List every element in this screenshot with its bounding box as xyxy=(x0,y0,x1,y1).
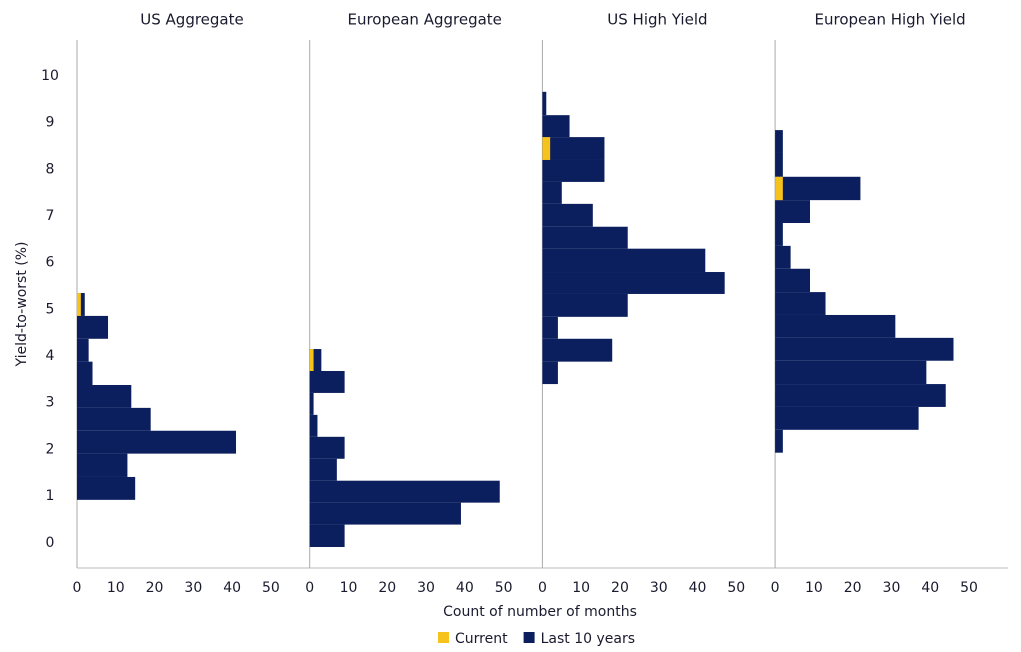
y-tick-label: 6 xyxy=(46,255,55,271)
y-tick-label: 2 xyxy=(46,441,55,457)
history-bar xyxy=(542,159,605,182)
x-tick-label: 40 xyxy=(456,580,474,596)
y-tick-label: 3 xyxy=(46,395,55,411)
x-tick-label: 30 xyxy=(650,580,668,596)
x-tick-label: 50 xyxy=(960,580,978,596)
history-bar xyxy=(542,293,628,317)
history-bar xyxy=(77,476,136,500)
x-tick-label: 10 xyxy=(805,580,823,596)
x-tick-label: 0 xyxy=(305,580,314,596)
history-bar xyxy=(775,223,783,246)
history-bar xyxy=(775,245,791,269)
history-bar xyxy=(542,361,558,385)
history-bar xyxy=(309,370,345,393)
x-tick-label: 50 xyxy=(262,580,280,596)
x-tick-label: 20 xyxy=(146,580,164,596)
history-bar xyxy=(775,176,861,201)
x-tick-label: 20 xyxy=(378,580,396,596)
y-tick-label: 5 xyxy=(46,301,55,317)
history-bar xyxy=(309,502,461,525)
history-bar xyxy=(77,361,93,385)
y-tick-label: 0 xyxy=(46,535,55,551)
history-bar xyxy=(542,203,593,227)
history-bar xyxy=(542,248,706,273)
x-tick-label: 0 xyxy=(73,580,82,596)
current-bar xyxy=(775,176,783,201)
history-bar xyxy=(542,272,725,294)
history-bar xyxy=(542,137,605,160)
history-bar xyxy=(775,429,783,453)
history-bar xyxy=(309,349,322,371)
x-tick-label: 10 xyxy=(572,580,590,596)
x-tick-label: 10 xyxy=(340,580,358,596)
x-tick-label: 30 xyxy=(883,580,901,596)
history-bar xyxy=(77,338,89,362)
x-tick-label: 0 xyxy=(538,580,547,596)
x-tick-label: 20 xyxy=(844,580,862,596)
x-tick-label: 50 xyxy=(727,580,745,596)
history-bar xyxy=(775,406,919,430)
history-bar xyxy=(309,458,337,481)
history-bar xyxy=(309,524,345,547)
legend-label: Current xyxy=(455,631,508,647)
history-bar xyxy=(775,314,896,338)
history-bar xyxy=(77,384,132,408)
history-bar xyxy=(542,226,628,249)
history-bar xyxy=(775,200,811,224)
history-bar xyxy=(775,337,954,361)
panel-title: European High Yield xyxy=(815,11,966,29)
history-bar xyxy=(542,91,547,116)
history-bar xyxy=(309,392,314,415)
current-bar xyxy=(309,349,314,371)
history-bar xyxy=(542,338,613,362)
current-bar xyxy=(542,137,551,160)
x-tick-label: 50 xyxy=(495,580,513,596)
history-bar xyxy=(309,414,318,437)
history-bar xyxy=(77,430,237,454)
history-bar xyxy=(775,292,826,315)
panel-title: European Aggregate xyxy=(347,11,501,29)
x-tick-label: 40 xyxy=(223,580,241,596)
legend-swatch xyxy=(438,632,449,643)
history-bar xyxy=(775,268,811,293)
y-axis-label: Yield-to-worst (%) xyxy=(14,242,30,368)
x-tick-label: 10 xyxy=(107,580,125,596)
panel-title: US High Yield xyxy=(607,11,707,29)
x-tick-label: 30 xyxy=(184,580,202,596)
current-bar xyxy=(77,293,81,316)
y-tick-label: 4 xyxy=(46,348,55,364)
history-bar xyxy=(77,453,128,477)
x-axis-label: Count of number of months xyxy=(443,604,637,620)
y-tick-label: 9 xyxy=(46,115,55,131)
legend-label: Last 10 years xyxy=(541,631,635,647)
history-bar xyxy=(77,407,151,431)
history-bar xyxy=(775,384,946,407)
history-bar xyxy=(775,360,927,385)
y-tick-label: 8 xyxy=(46,161,55,177)
history-bar xyxy=(309,436,345,459)
history-bar xyxy=(542,115,570,138)
history-bar xyxy=(542,181,562,204)
y-tick-label: 1 xyxy=(46,488,55,504)
history-bar xyxy=(542,316,558,339)
history-bar xyxy=(775,152,783,177)
legend-swatch xyxy=(523,632,535,643)
panel-title: US Aggregate xyxy=(140,11,243,29)
x-tick-label: 40 xyxy=(921,580,939,596)
y-tick-label: 10 xyxy=(41,68,59,84)
x-tick-label: 30 xyxy=(417,580,435,596)
x-tick-label: 20 xyxy=(611,580,629,596)
history-bar xyxy=(309,480,500,503)
history-bar xyxy=(775,130,783,153)
x-tick-label: 40 xyxy=(689,580,707,596)
history-bar xyxy=(77,315,109,339)
x-tick-label: 0 xyxy=(771,580,780,596)
y-tick-label: 7 xyxy=(46,208,55,224)
